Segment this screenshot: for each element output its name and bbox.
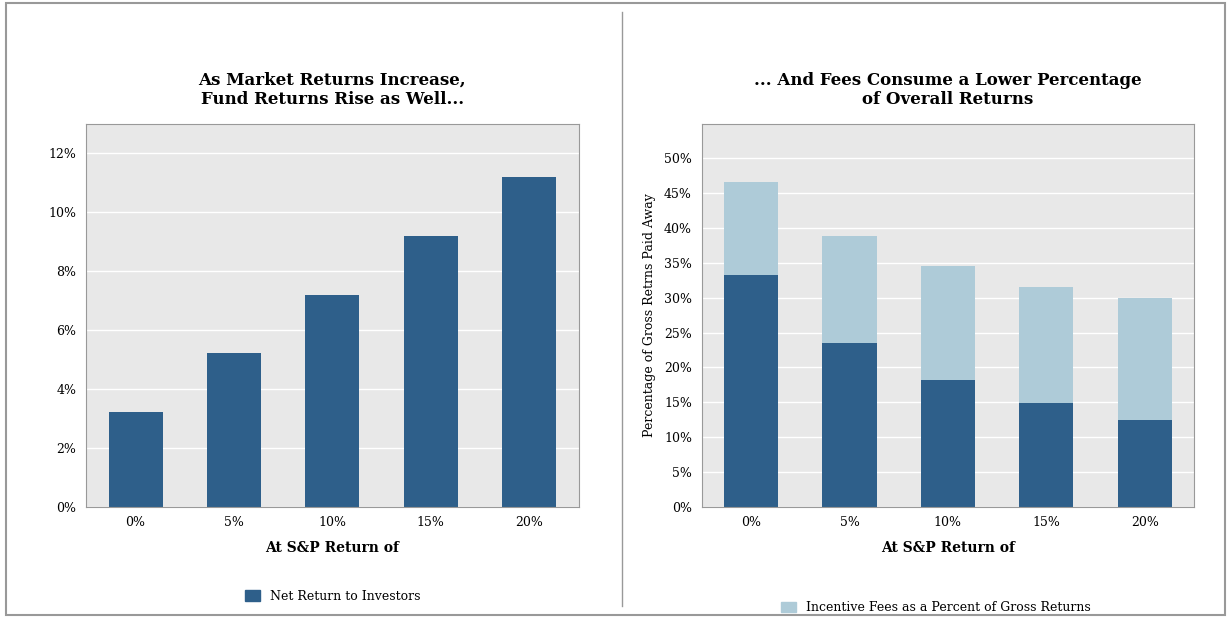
Bar — [404, 235, 458, 507]
Legend: Incentive Fees as a Percent of Gross Returns, Management Fees as a Percent of Gr: Incentive Fees as a Percent of Gross Ret… — [776, 596, 1120, 618]
Title: ... And Fees Consume a Lower Percentage
of Overall Returns: ... And Fees Consume a Lower Percentage … — [755, 72, 1141, 108]
Bar — [921, 380, 975, 507]
Title: As Market Returns Increase,
Fund Returns Rise as Well...: As Market Returns Increase, Fund Returns… — [198, 72, 467, 108]
Bar — [502, 177, 556, 507]
Bar — [1118, 298, 1172, 420]
Bar — [921, 266, 975, 380]
Legend: Net Return to Investors: Net Return to Investors — [240, 585, 425, 607]
Bar — [724, 275, 778, 507]
Bar — [822, 343, 876, 507]
Y-axis label: Percentage of Gross Retrns Paid Away: Percentage of Gross Retrns Paid Away — [643, 193, 656, 437]
X-axis label: At S&P Return of: At S&P Return of — [266, 541, 399, 554]
Bar — [1019, 287, 1073, 403]
Bar — [207, 353, 261, 507]
Bar — [724, 182, 778, 275]
Bar — [1019, 403, 1073, 507]
Bar — [108, 412, 162, 507]
Bar — [1118, 420, 1172, 507]
X-axis label: At S&P Return of: At S&P Return of — [881, 541, 1014, 554]
Bar — [305, 295, 359, 507]
Bar — [822, 237, 876, 343]
